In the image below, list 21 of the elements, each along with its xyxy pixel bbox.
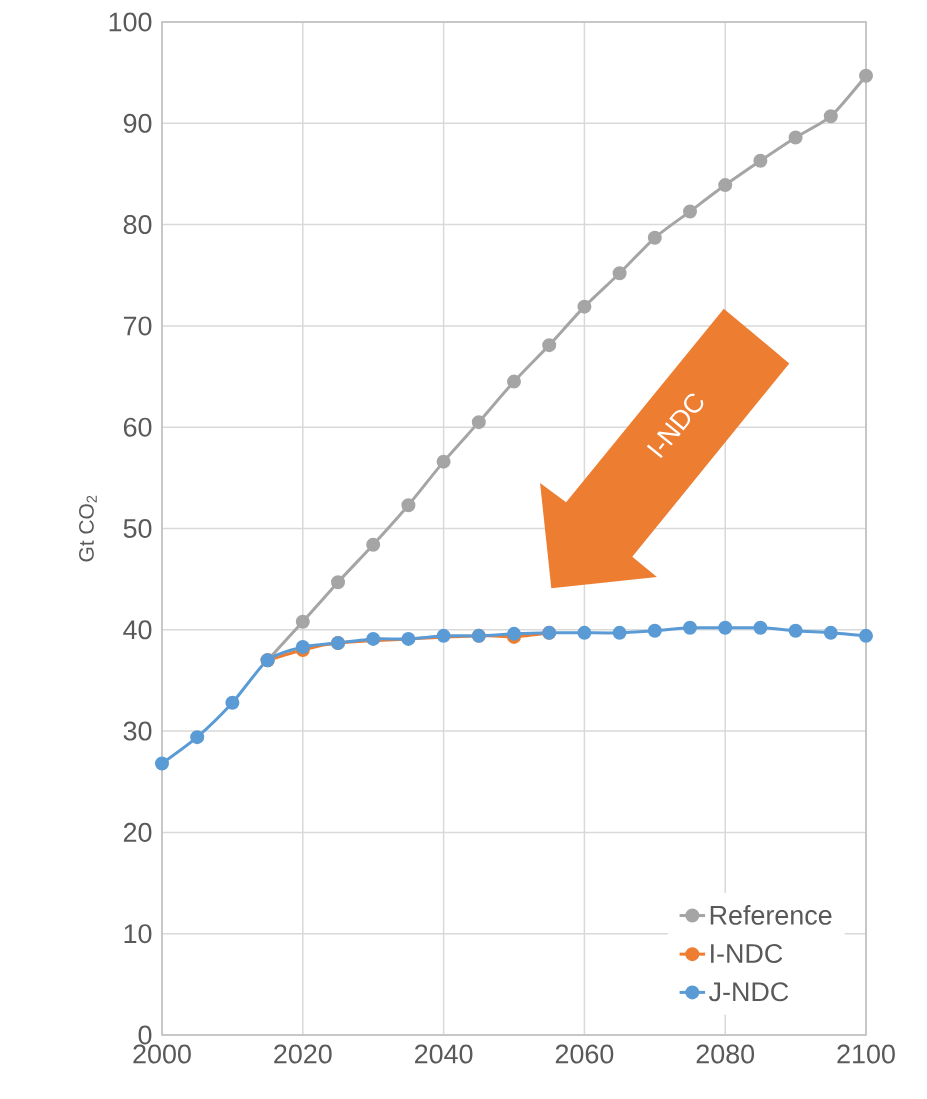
y-tick-label: 50 xyxy=(123,518,152,539)
y-tick-label: 60 xyxy=(123,417,152,437)
y-axis-title: Gt CO$_{2}$ xyxy=(79,495,97,562)
x-tick-label: 2100 xyxy=(837,1044,895,1064)
y-tick-label: 40 xyxy=(123,620,152,640)
x-tick-label: 2040 xyxy=(415,1044,473,1064)
y-tick-label: 30 xyxy=(123,721,152,741)
y-tick-label: 70 xyxy=(123,316,152,336)
x-tick-label: 2060 xyxy=(555,1044,614,1064)
y-tick-label: 10 xyxy=(124,924,152,944)
legend-label: Reference xyxy=(710,905,832,925)
x-tick-label: 2000 xyxy=(133,1044,191,1064)
y-tick-label: 90 xyxy=(123,113,152,133)
legend-label: I-NDC xyxy=(711,944,783,964)
legend-label: J-NDC xyxy=(709,982,789,1002)
x-tick-label: 2020 xyxy=(274,1044,332,1064)
x-tick-label: 2080 xyxy=(696,1044,755,1064)
y-tick-label: 20 xyxy=(123,822,152,842)
y-tick-label: 100 xyxy=(109,12,152,32)
y-tick-label: 0 xyxy=(138,1025,152,1045)
y-tick-label: 80 xyxy=(123,215,152,235)
